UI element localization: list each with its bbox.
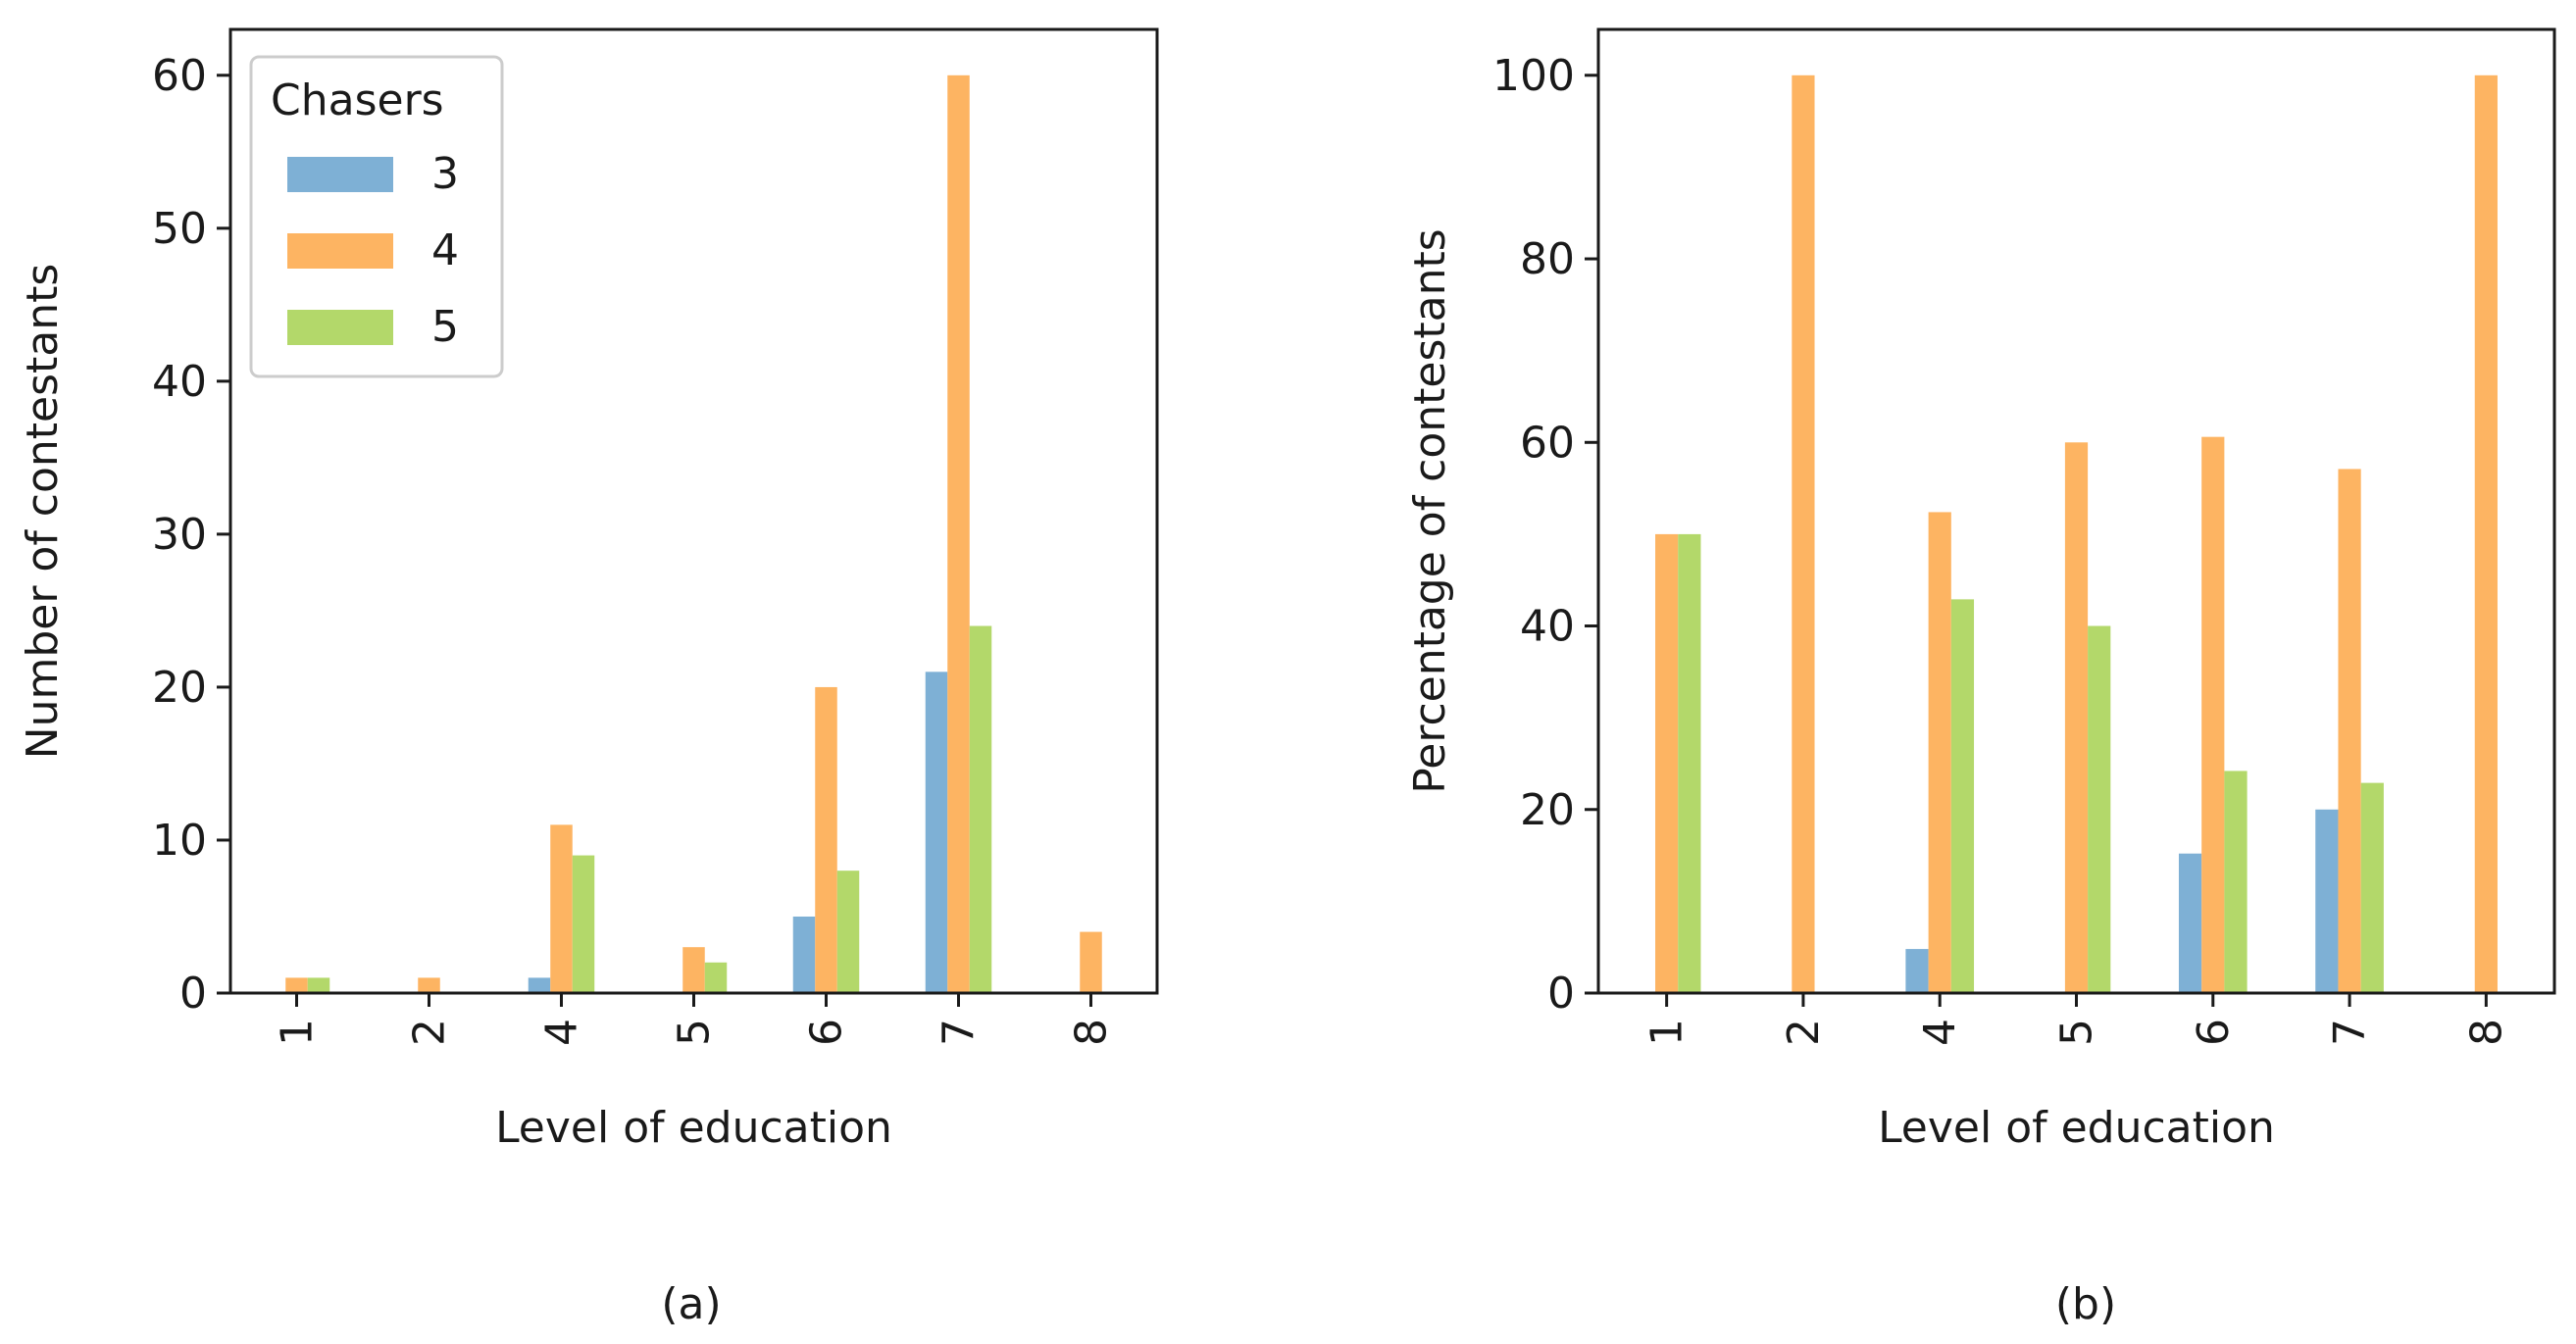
y-tick-label: 60 [1520, 418, 1575, 468]
bar-2-series-4 [1792, 75, 1815, 994]
y-tick-label: 20 [1520, 785, 1575, 835]
x-tick-label: 1 [273, 1019, 323, 1046]
bar-6-series-5 [836, 871, 860, 993]
bar-5-series-4 [682, 947, 705, 993]
legend-box [249, 55, 504, 378]
bar-8-series-4 [1080, 931, 1102, 993]
bar-1-series-4 [1655, 533, 1679, 993]
x-tick-label: 6 [802, 1019, 852, 1046]
bar-6-series-3 [2178, 853, 2202, 993]
panel-b-caption: (b) [2055, 1279, 2116, 1329]
bar-6-series-3 [792, 916, 816, 993]
x-tick-label: 5 [2052, 1019, 2102, 1046]
legend: Chasers 3 4 5 [249, 55, 504, 378]
bar-7-series-4 [947, 75, 970, 994]
x-tick-label: 5 [670, 1019, 720, 1046]
bar-4-series-3 [1905, 949, 1929, 993]
legend-label-4: 4 [431, 225, 459, 275]
panel-b-y-axis-label: Percentage of contestants [1405, 228, 1455, 793]
x-tick-label: 1 [1642, 1019, 1692, 1046]
legend-title: Chasers [271, 75, 444, 125]
panel-a-y-axis: 0 10 20 30 40 50 60 [152, 51, 230, 1019]
y-tick-label: 20 [152, 663, 207, 713]
bar-7-series-5 [969, 625, 992, 993]
legend-swatch-5 [287, 310, 393, 345]
x-tick-label: 8 [1067, 1019, 1117, 1046]
y-tick-label: 60 [152, 51, 207, 101]
bar-1-series-5 [307, 977, 330, 993]
panel-a-bars [285, 75, 1102, 994]
x-tick-label: 8 [2461, 1019, 2511, 1046]
bar-5-series-4 [2064, 442, 2089, 993]
panel-b-x-axis-label: Level of education [1878, 1103, 2275, 1153]
x-tick-label: 4 [1915, 1019, 1965, 1046]
legend-swatch-4 [287, 233, 393, 269]
bar-7-series-4 [2338, 469, 2361, 993]
y-tick-label: 30 [152, 510, 207, 560]
y-tick-label: 10 [152, 816, 207, 866]
y-tick-label: 0 [1547, 969, 1575, 1019]
panel-b-x-axis: 1 2 4 5 6 7 8 [1642, 993, 2511, 1046]
bar-1-series-4 [285, 977, 308, 993]
panel-a-x-axis-label: Level of education [495, 1103, 892, 1153]
legend-label-3: 3 [431, 149, 459, 199]
legend-label-5: 5 [431, 302, 459, 352]
bar-6-series-5 [2224, 771, 2248, 993]
bar-4-series-4 [1928, 512, 1951, 993]
y-tick-label: 0 [179, 969, 207, 1019]
x-tick-label: 7 [2325, 1019, 2375, 1046]
bar-7-series-5 [2360, 782, 2384, 993]
panel-a-chart: 0 10 20 30 40 50 60 1 2 4 5 6 7 8 Number of contesta… [18, 27, 1159, 1329]
y-tick-label: 50 [152, 204, 207, 254]
legend-swatch-3 [287, 157, 393, 192]
bar-8-series-4 [2474, 75, 2498, 994]
bar-7-series-3 [925, 672, 948, 993]
y-tick-label: 40 [1520, 602, 1575, 652]
bar-4-series-4 [550, 824, 573, 993]
panel-b-bars [1655, 75, 2498, 994]
bar-4-series-3 [528, 977, 551, 993]
bar-2-series-4 [418, 977, 440, 993]
y-tick-label: 100 [1492, 51, 1575, 101]
bar-1-series-5 [1678, 533, 1701, 993]
x-tick-label: 4 [537, 1019, 587, 1046]
bar-7-series-3 [2315, 809, 2339, 993]
x-tick-label: 2 [1779, 1019, 1829, 1046]
x-tick-label: 2 [405, 1019, 455, 1046]
bar-6-series-4 [2201, 436, 2225, 993]
bar-4-series-5 [572, 855, 595, 993]
panel-b-chart: 0 20 40 60 80 100 1 2 4 5 6 7 8 Percentage of conte… [1405, 27, 2556, 1329]
panel-a-y-axis-label: Number of contestants [18, 264, 68, 760]
bar-5-series-5 [704, 962, 728, 993]
panel-a-x-axis: 1 2 4 5 6 7 8 [273, 993, 1117, 1046]
x-tick-label: 7 [934, 1019, 985, 1046]
y-tick-label: 40 [152, 357, 207, 407]
panel-a-caption: (a) [661, 1279, 721, 1329]
panel-b-y-axis: 0 20 40 60 80 100 [1492, 51, 1598, 1019]
bar-6-series-4 [815, 686, 837, 993]
y-tick-label: 80 [1520, 234, 1575, 284]
bar-5-series-5 [2088, 625, 2111, 993]
bar-4-series-5 [1950, 599, 1975, 993]
x-tick-label: 6 [2189, 1019, 2239, 1046]
